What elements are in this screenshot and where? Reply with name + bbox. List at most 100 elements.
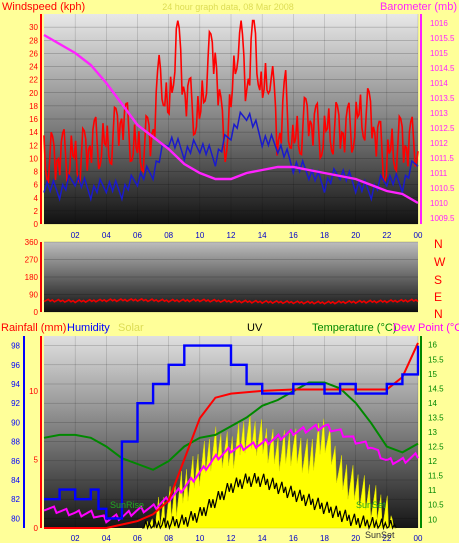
direction-tick: 270 bbox=[25, 256, 39, 265]
barometer-tick: 1014.5 bbox=[430, 64, 455, 73]
barometer-tick: 1010 bbox=[430, 199, 448, 208]
x-tick-top: 20 bbox=[351, 231, 360, 240]
barometer-tick: 1013 bbox=[430, 109, 448, 118]
sunrise-label: SunRise bbox=[110, 500, 144, 510]
x-tick-bottom: 14 bbox=[258, 534, 267, 543]
legend-uv: UV bbox=[247, 322, 263, 334]
barometer-line bbox=[43, 33, 419, 205]
top-series bbox=[43, 19, 419, 205]
barometer-axis-label: Barometer (mb) bbox=[380, 1, 457, 13]
windspeed-tick: 0 bbox=[34, 220, 39, 229]
windspeed-tick: 2 bbox=[34, 207, 39, 216]
x-tick-top: 04 bbox=[102, 231, 111, 240]
x-tick-bottom: 10 bbox=[195, 534, 204, 543]
barometer-tick: 1016 bbox=[430, 19, 448, 28]
winddir-gridlines bbox=[40, 241, 418, 313]
humidity-tick: 80 bbox=[11, 514, 20, 523]
x-tick-bottom: 22 bbox=[382, 534, 391, 543]
temperature-line bbox=[43, 381, 419, 471]
tick-labels: 0246810121416182022242628301009.51010101… bbox=[11, 19, 455, 543]
compass-s: S bbox=[434, 273, 442, 287]
direction-tick: 180 bbox=[25, 273, 39, 282]
temperature-tick: 10 bbox=[428, 515, 437, 524]
barometer-tick: 1009.5 bbox=[430, 214, 455, 223]
bottom-series bbox=[43, 342, 420, 531]
temperature-tick: 16 bbox=[428, 341, 437, 350]
temperature-tick: 11.5 bbox=[428, 472, 444, 481]
legend-humidity: Humidity bbox=[67, 322, 110, 334]
humidity-tick: 82 bbox=[11, 495, 20, 504]
direction-tick: 90 bbox=[29, 291, 38, 300]
x-tick-top: 18 bbox=[320, 231, 329, 240]
x-tick-top: 22 bbox=[382, 231, 391, 240]
winddir-series bbox=[43, 297, 419, 305]
windspeed-tick: 4 bbox=[34, 194, 39, 203]
x-tick-bottom: 16 bbox=[289, 534, 298, 543]
humidity-tick: 96 bbox=[11, 361, 20, 370]
humidity-tick: 88 bbox=[11, 438, 20, 447]
x-tick-top: 10 bbox=[195, 231, 204, 240]
windspeed-tick: 10 bbox=[29, 154, 38, 163]
direction-line bbox=[43, 297, 419, 305]
windspeed-tick: 30 bbox=[29, 23, 38, 32]
windspeed-tick: 18 bbox=[29, 102, 38, 111]
x-tick-bottom: 20 bbox=[351, 534, 360, 543]
humidity-tick: 98 bbox=[11, 342, 20, 351]
windspeed-axis-label: Windspeed (kph) bbox=[2, 1, 85, 13]
x-tick-bottom: 02 bbox=[71, 534, 80, 543]
barometer-tick: 1012 bbox=[430, 139, 448, 148]
compass-n-top: N bbox=[434, 237, 443, 251]
x-tick-top: 08 bbox=[164, 231, 173, 240]
windspeed-tick: 8 bbox=[34, 168, 39, 177]
temperature-tick: 13 bbox=[428, 428, 437, 437]
average-wind-line bbox=[43, 110, 419, 202]
windspeed-tick: 16 bbox=[29, 115, 38, 124]
top-gridlines bbox=[40, 14, 422, 225]
x-tick-bottom: 18 bbox=[320, 534, 329, 543]
windspeed-tick: 22 bbox=[29, 76, 38, 85]
humidity-line bbox=[44, 344, 420, 520]
temperature-tick: 12 bbox=[428, 457, 437, 466]
barometer-tick: 1013.5 bbox=[430, 94, 455, 103]
windspeed-line bbox=[43, 19, 419, 186]
humidity-tick: 84 bbox=[11, 476, 20, 485]
x-tick-bottom: 00 bbox=[414, 534, 423, 543]
humidity-tick: 94 bbox=[11, 380, 20, 389]
compass-n-bottom: N bbox=[434, 307, 443, 321]
temperature-tick: 12.5 bbox=[428, 443, 444, 452]
barometer-tick: 1011 bbox=[430, 169, 448, 178]
sunset-label-bottom: SunSet bbox=[365, 530, 395, 540]
temperature-tick: 15 bbox=[428, 370, 437, 379]
barometer-tick: 1015.5 bbox=[430, 34, 455, 43]
rain-tick: 10 bbox=[29, 387, 38, 396]
legend-solar: Solar bbox=[118, 322, 144, 334]
temperature-tick: 14.5 bbox=[428, 384, 444, 393]
windspeed-tick: 24 bbox=[29, 63, 38, 72]
rainfall-line bbox=[44, 342, 419, 529]
direction-tick: 360 bbox=[25, 238, 39, 247]
temperature-tick: 11 bbox=[428, 486, 437, 495]
rain-tick: 0 bbox=[34, 524, 39, 533]
temperature-tick: 14 bbox=[428, 399, 437, 408]
uv-line bbox=[142, 472, 397, 531]
windspeed-tick: 14 bbox=[29, 128, 38, 137]
barometer-tick: 1015 bbox=[430, 49, 448, 58]
humidity-tick: 90 bbox=[11, 418, 20, 427]
temperature-tick: 15.5 bbox=[428, 355, 444, 364]
x-tick-top: 16 bbox=[289, 231, 298, 240]
x-tick-top: 02 bbox=[71, 231, 80, 240]
temperature-tick: 13.5 bbox=[428, 413, 444, 422]
temperature-tick: 10.5 bbox=[428, 501, 444, 510]
compass-w: W bbox=[434, 255, 446, 269]
windspeed-tick: 6 bbox=[34, 181, 39, 190]
legend-rainfall: Rainfall (mm) bbox=[1, 322, 66, 334]
barometer-tick: 1011.5 bbox=[430, 154, 454, 163]
barometer-tick: 1014 bbox=[430, 79, 448, 88]
direction-tick: 0 bbox=[34, 308, 39, 317]
windspeed-tick: 28 bbox=[29, 36, 38, 45]
windspeed-tick: 12 bbox=[29, 141, 38, 150]
x-tick-bottom: 04 bbox=[102, 534, 111, 543]
barometer-tick: 1010.5 bbox=[430, 184, 455, 193]
x-tick-bottom: 06 bbox=[133, 534, 142, 543]
